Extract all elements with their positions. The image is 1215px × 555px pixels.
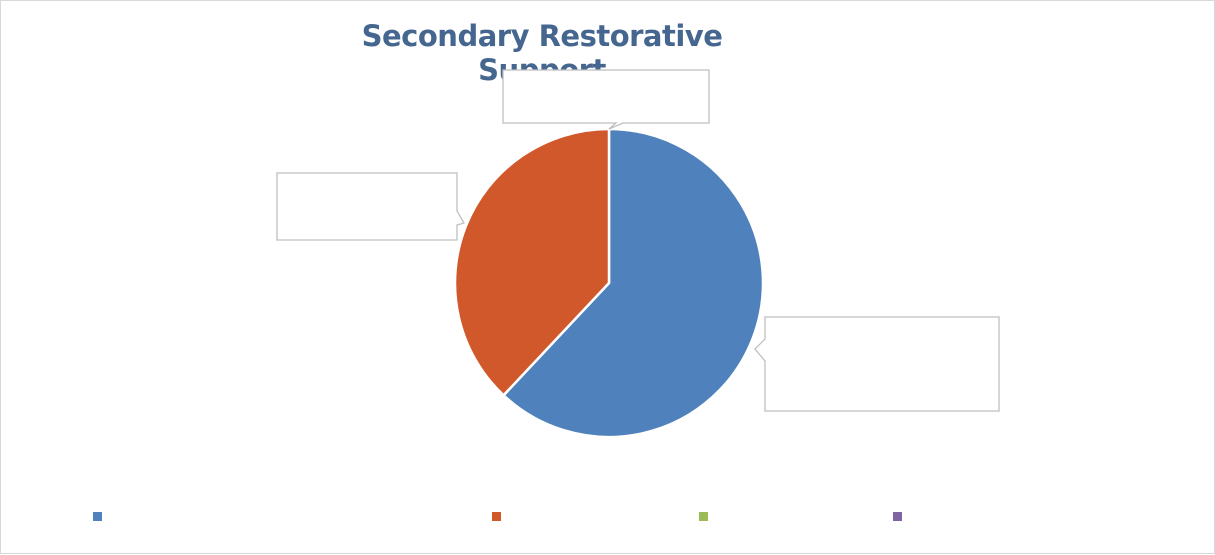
- legend-swatch-4: [893, 512, 902, 521]
- data-label-callout-right: [754, 316, 1000, 412]
- pie-slices: [453, 127, 765, 439]
- legend-swatch-2: [492, 512, 501, 521]
- pie-slice-1: [501, 127, 765, 439]
- data-label-callout-left: [276, 172, 465, 241]
- legend-swatch-1: [93, 512, 102, 521]
- data-label-callout-top: [502, 69, 710, 130]
- pie-slice-2: [453, 127, 611, 398]
- chart-legend: [1, 506, 1215, 530]
- legend-swatch-3: [699, 512, 708, 521]
